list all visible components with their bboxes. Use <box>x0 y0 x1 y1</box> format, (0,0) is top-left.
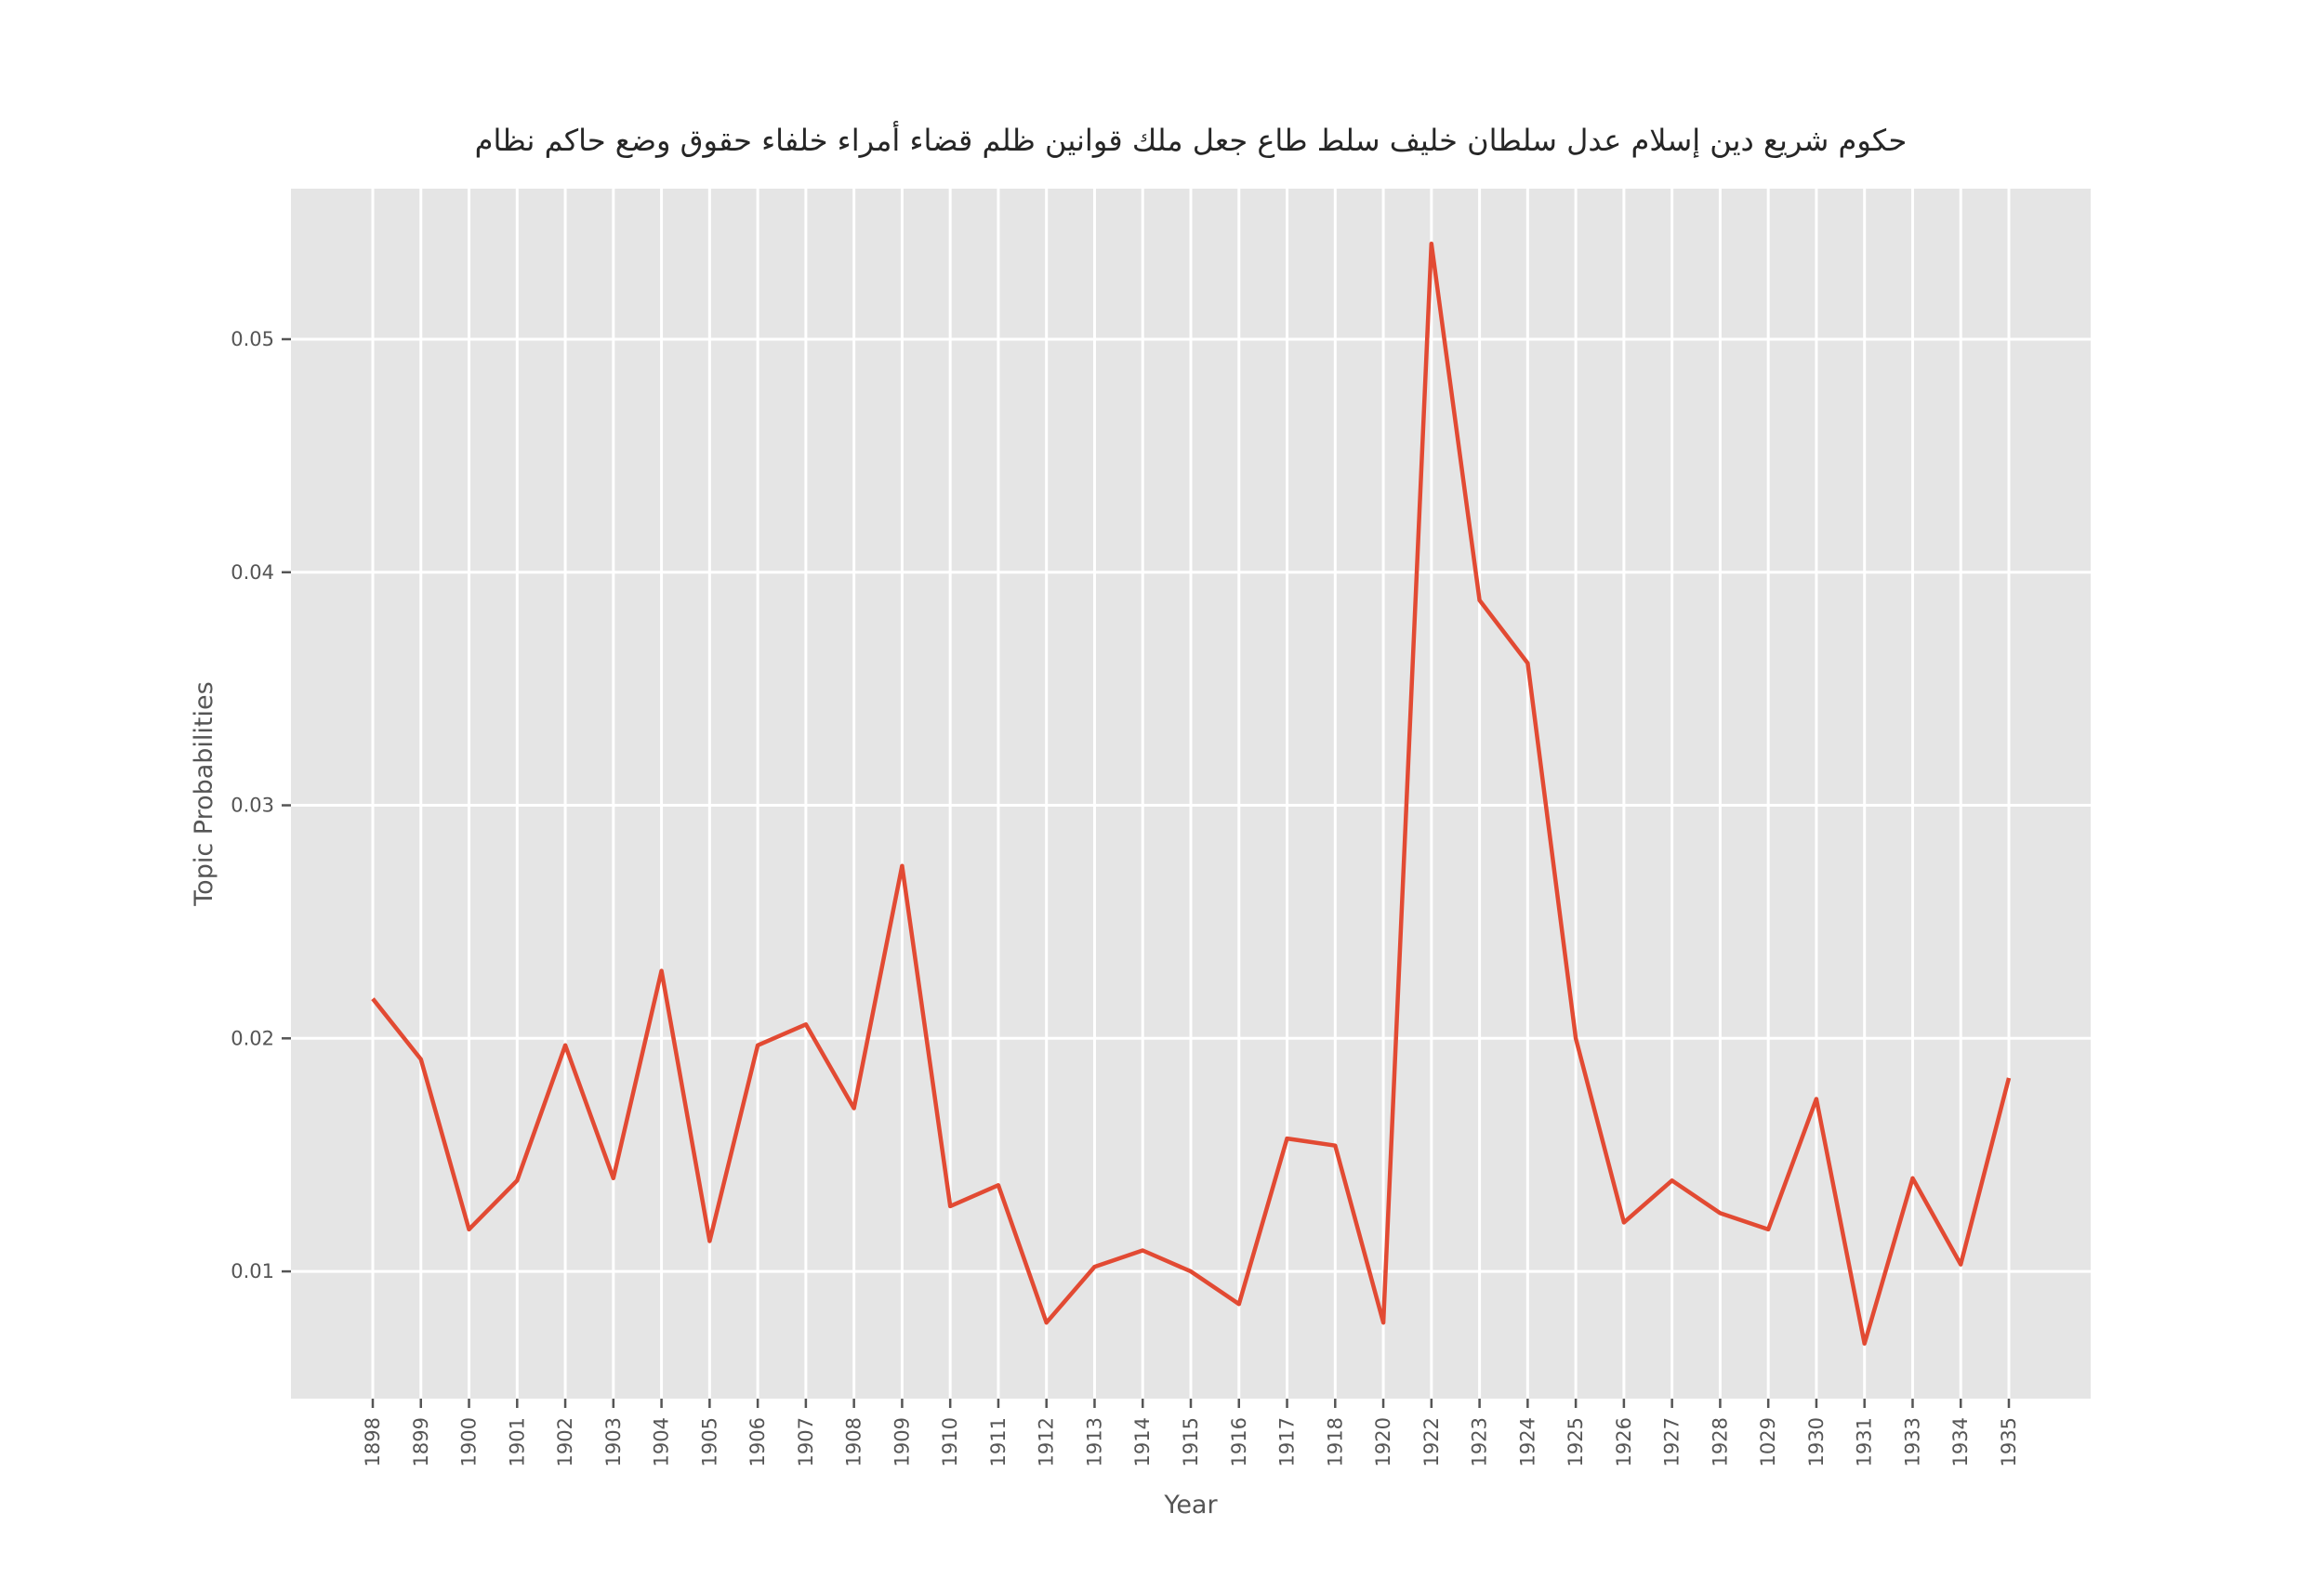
x-tick-label: 1903 <box>602 1417 625 1466</box>
x-tick-label: 1029 <box>1757 1417 1779 1466</box>
x-tick-label: 1934 <box>1949 1417 1972 1466</box>
x-tick-label: 1913 <box>1083 1417 1105 1466</box>
y-tick-label: 0.02 <box>231 1027 274 1049</box>
x-tick-label: 1922 <box>1420 1417 1443 1466</box>
x-tick-label: 1933 <box>1901 1417 1923 1466</box>
data-series <box>371 241 2012 1347</box>
y-axis-label: Topic Probabilities <box>190 681 218 906</box>
y-axis-ticks: 0.01 0.02 0.03 0.04 0.05 <box>231 328 291 1282</box>
x-tick-label: 1935 <box>1998 1417 2020 1466</box>
x-tick-label: 1916 <box>1228 1417 1250 1466</box>
x-tick-label: 1909 <box>891 1417 913 1466</box>
y-tick-label: 0.04 <box>231 561 274 584</box>
x-tick-label: 1905 <box>698 1417 720 1466</box>
x-tick-label: 1900 <box>458 1417 481 1466</box>
x-tick-label: 1912 <box>1036 1417 1058 1466</box>
x-tick-label: 1914 <box>1131 1417 1154 1466</box>
y-tick-label: 0.05 <box>231 328 274 350</box>
chart-title: حكوم شريع دين إسلام عدل سلطان خليف سلط ط… <box>475 121 1908 158</box>
x-tick-label: 1910 <box>939 1417 961 1466</box>
gridlines <box>291 189 2091 1399</box>
x-tick-label: 1926 <box>1613 1417 1635 1466</box>
y-tick-label: 0.01 <box>231 1260 274 1282</box>
x-tick-label: 1904 <box>651 1417 673 1466</box>
x-axis-label: Year <box>1163 1491 1218 1519</box>
y-tick-label: 0.03 <box>231 795 274 817</box>
x-tick-label: 1906 <box>746 1417 769 1466</box>
x-tick-label: 1907 <box>795 1417 817 1466</box>
x-tick-label: 1917 <box>1276 1417 1299 1466</box>
x-tick-label: 1930 <box>1805 1417 1828 1466</box>
x-tick-label: 1925 <box>1565 1417 1587 1466</box>
x-axis-ticks: 1898 1899 1900 1901 1902 1903 1904 1905 1906 1907… <box>362 1399 2020 1466</box>
x-tick-label: 1923 <box>1469 1417 1491 1466</box>
topic-probability-line <box>371 241 2012 1347</box>
x-tick-label: 1908 <box>843 1417 865 1466</box>
x-tick-label: 1911 <box>987 1417 1010 1466</box>
x-tick-label: 1931 <box>1854 1417 1876 1466</box>
x-tick-label: 1899 <box>410 1417 432 1466</box>
x-tick-label: 1928 <box>1709 1417 1731 1466</box>
x-tick-label: 1901 <box>506 1417 528 1466</box>
x-tick-label: 1927 <box>1661 1417 1684 1466</box>
x-tick-label: 1924 <box>1516 1417 1538 1466</box>
x-tick-label: 1902 <box>554 1417 576 1466</box>
x-tick-label: 1915 <box>1180 1417 1202 1466</box>
x-tick-label: 1898 <box>362 1417 384 1466</box>
x-tick-label: 1918 <box>1324 1417 1346 1466</box>
x-tick-label: 1920 <box>1372 1417 1394 1466</box>
